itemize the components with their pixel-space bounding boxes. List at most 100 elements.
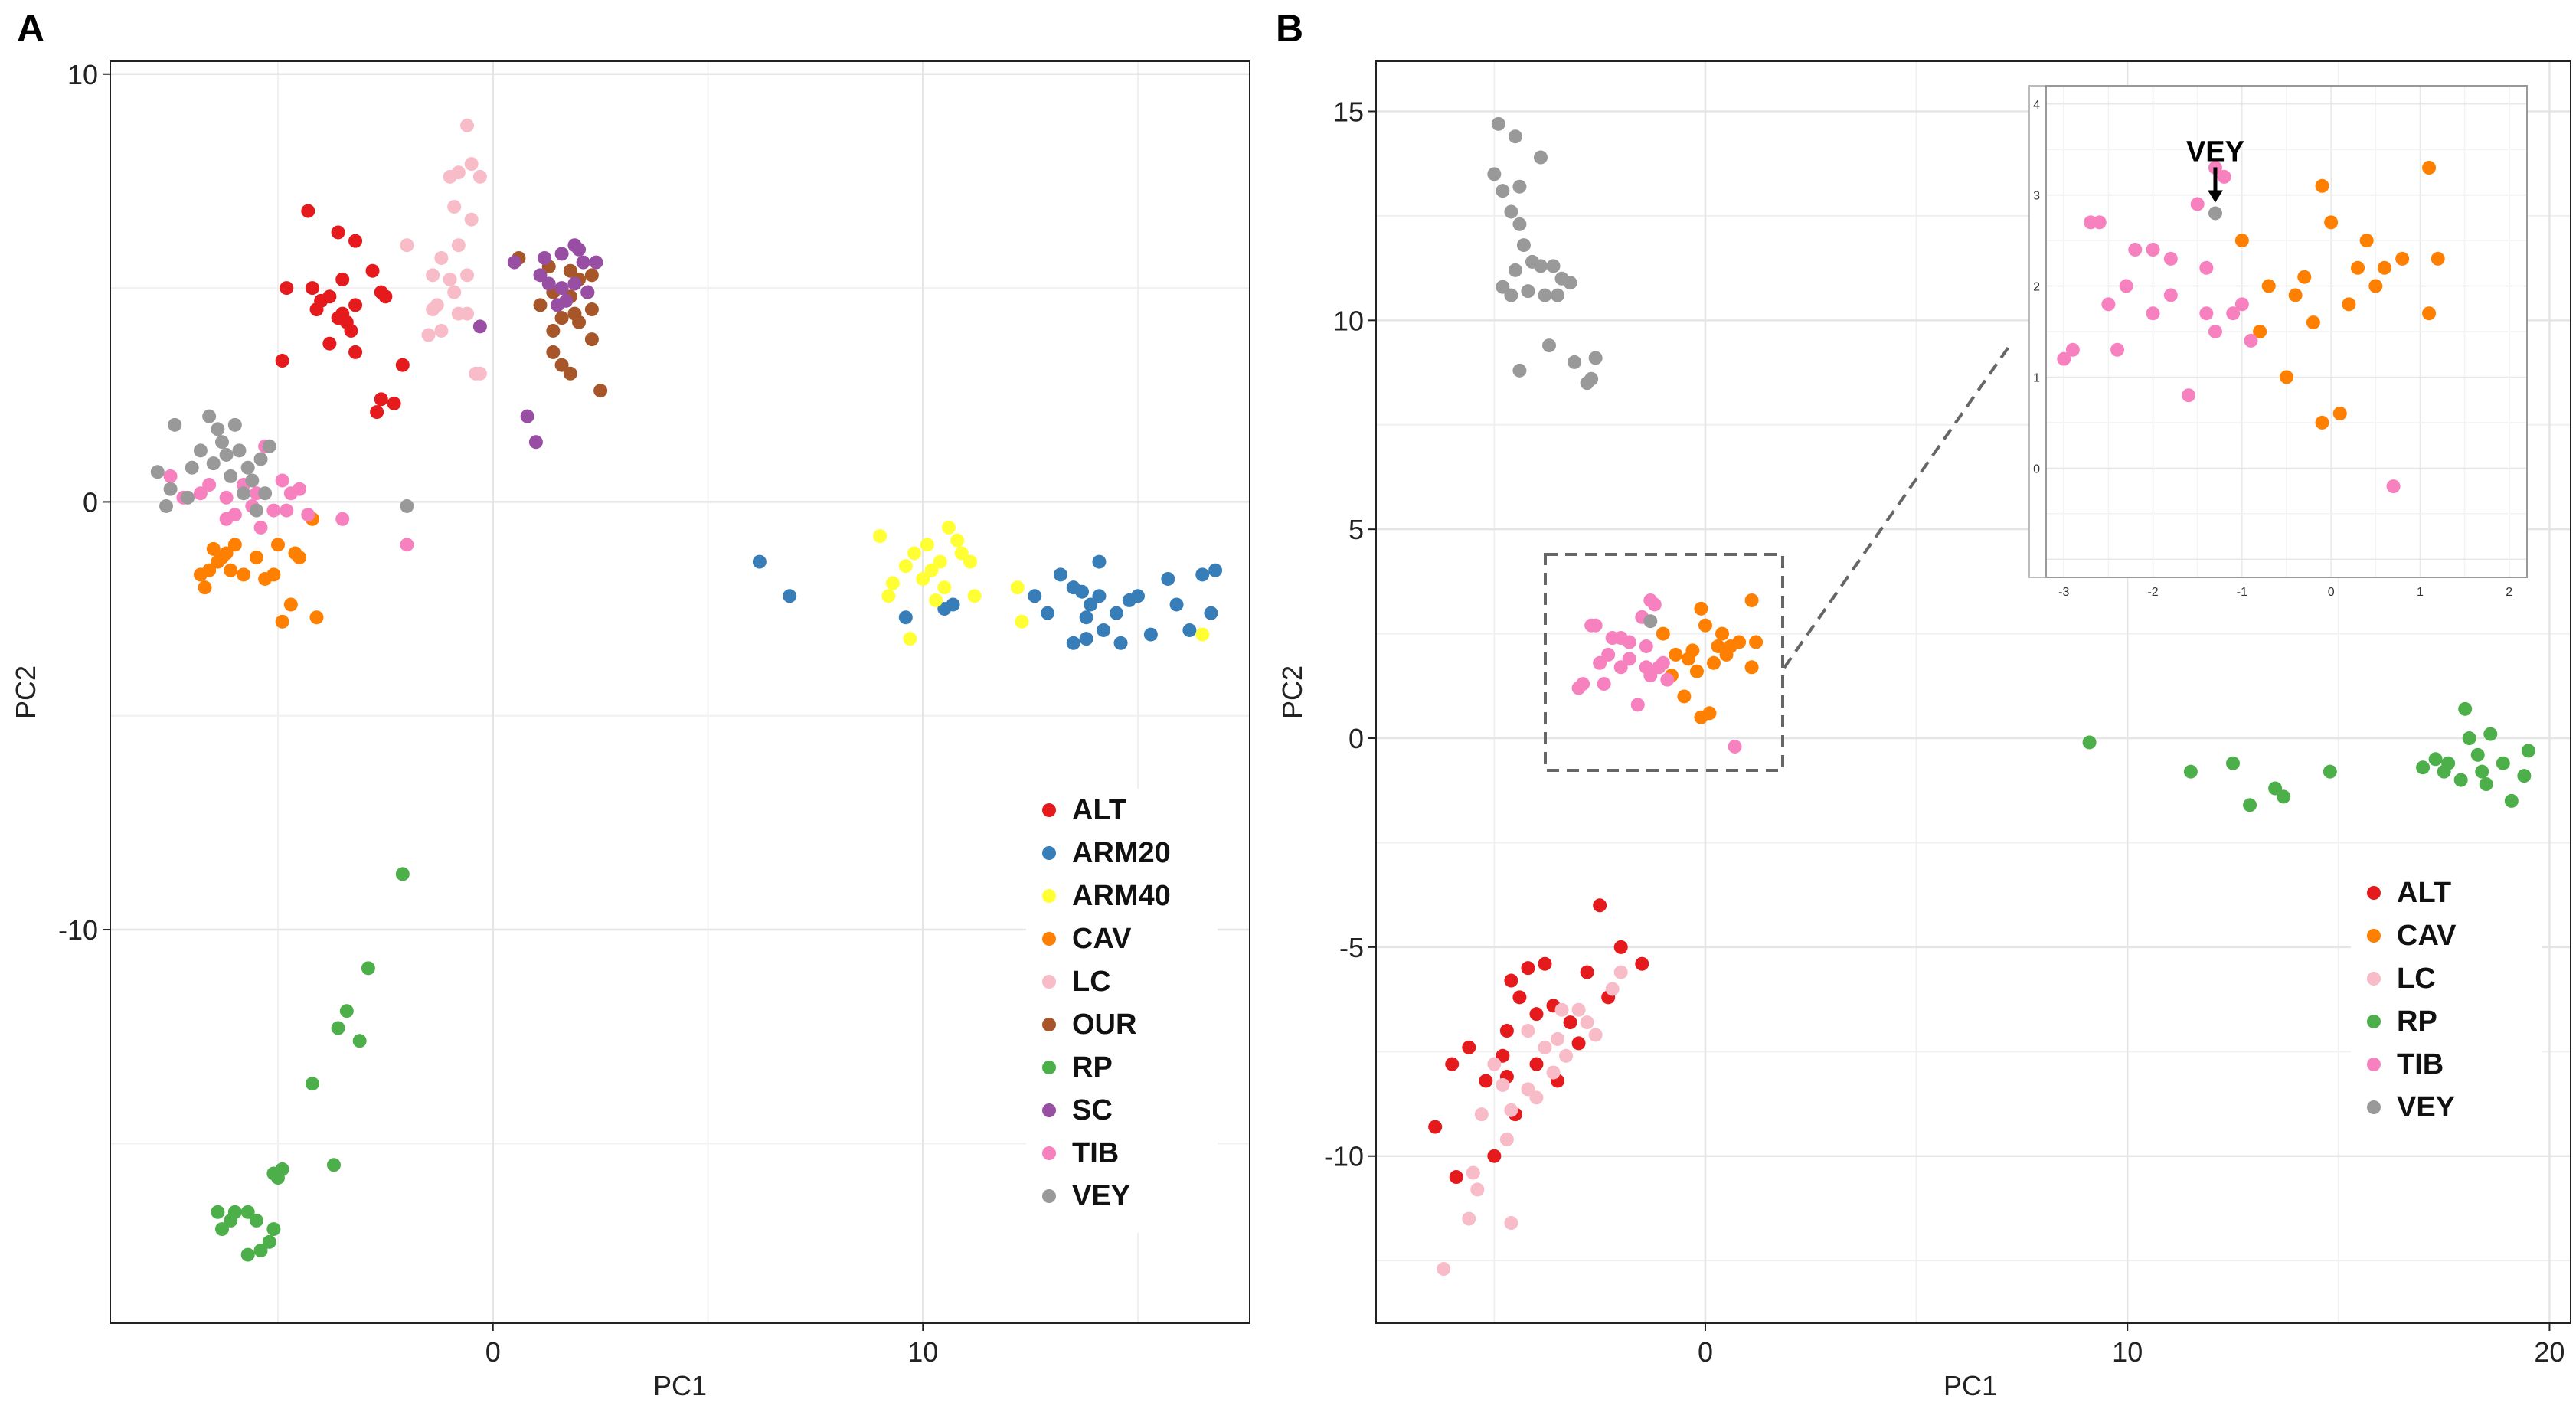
inset-y-tick-label: 4 xyxy=(2033,99,2040,112)
inset-point-cav xyxy=(2422,161,2437,175)
vey-annotation-arrow-head xyxy=(2207,190,2223,203)
point-tib xyxy=(1639,639,1653,653)
point-arm20 xyxy=(1066,636,1080,650)
point-cav xyxy=(270,538,285,552)
point-lc xyxy=(1605,982,1620,996)
point-rp xyxy=(240,1205,255,1219)
point-alt xyxy=(1563,1015,1577,1030)
inset-point-cav xyxy=(2351,260,2365,275)
point-tib xyxy=(293,482,307,496)
point-vey xyxy=(1512,363,1527,378)
point-tib xyxy=(1597,677,1611,691)
legend-key-rp xyxy=(2367,1015,2381,1028)
point-alt xyxy=(348,234,363,248)
point-tib xyxy=(1643,669,1658,683)
a-y-tick-label: 0 xyxy=(83,486,98,518)
point-rp xyxy=(224,1213,238,1228)
point-vey xyxy=(1521,284,1535,299)
point-lc xyxy=(1538,1040,1552,1054)
point-cav xyxy=(1656,626,1670,641)
legend-key-cav xyxy=(1042,932,1056,946)
point-arm20 xyxy=(1079,632,1093,646)
point-our xyxy=(554,358,569,372)
point-alt xyxy=(314,293,329,308)
inset-point-cav xyxy=(2395,251,2410,266)
point-tib xyxy=(1728,739,1742,754)
point-rp xyxy=(2183,764,2198,779)
point-sc xyxy=(538,250,552,265)
point-our xyxy=(546,323,561,338)
inset-point-cav xyxy=(2368,279,2383,293)
point-cav xyxy=(249,551,263,565)
inset-point-cav xyxy=(2342,297,2356,312)
point-rp xyxy=(2496,756,2510,770)
point-arm20 xyxy=(1161,571,1175,586)
point-alt xyxy=(1449,1170,1463,1185)
point-rp xyxy=(2226,756,2241,770)
inset-point-tib xyxy=(2386,479,2401,494)
point-arm40 xyxy=(963,554,978,569)
point-lc xyxy=(1521,1024,1535,1038)
point-alt xyxy=(387,396,401,410)
point-rp xyxy=(2462,731,2476,746)
point-rp xyxy=(2277,789,2291,804)
point-rp xyxy=(262,1234,276,1249)
a-y-tick-label: 10 xyxy=(67,59,98,90)
point-lc xyxy=(472,169,487,184)
legend-key-cav xyxy=(2367,929,2381,943)
legend-label-vey: VEY xyxy=(1072,1180,1130,1212)
point-tib xyxy=(1588,618,1603,633)
legend-label-cav: CAV xyxy=(2397,920,2457,952)
panel-a-x-axis-title: PC1 xyxy=(653,1370,707,1401)
point-cav xyxy=(1677,689,1692,704)
inset-x-tick-label: -1 xyxy=(2237,586,2247,599)
point-rp xyxy=(305,1077,319,1091)
inset-point-tib xyxy=(2244,333,2258,348)
point-arm40 xyxy=(967,589,982,603)
a-x-tick-label: 10 xyxy=(907,1336,938,1368)
inset-x-tick-label: 2 xyxy=(2506,586,2512,599)
panel-a: 0 10 10 0 -10 PC1 PC2 ALT ARM20 ARM40 CAV LC OUR R… xyxy=(10,59,1250,1401)
point-alt xyxy=(1580,965,1594,979)
point-vey xyxy=(181,490,195,505)
point-alt xyxy=(348,298,363,312)
point-arm20 xyxy=(1195,567,1210,582)
panel-b-plot-border xyxy=(1375,60,2571,1324)
point-arm40 xyxy=(929,593,943,607)
point-sc xyxy=(580,285,595,299)
b-y-tick-label: -10 xyxy=(1324,1141,1364,1172)
point-alt xyxy=(1529,1057,1544,1071)
point-arm20 xyxy=(946,597,960,612)
panel-a-y-axis-title: PC2 xyxy=(10,665,41,719)
point-lc xyxy=(1499,1132,1514,1146)
point-tib xyxy=(1630,698,1645,712)
inset-axis-ticks: -3 -2 -1 0 1 2 0 1 2 3 4 xyxy=(2033,99,2512,599)
point-lc xyxy=(434,250,449,265)
point-lc xyxy=(443,272,457,286)
point-sc xyxy=(528,435,543,450)
panel-a-label: A xyxy=(17,7,44,50)
point-alt xyxy=(1635,956,1649,971)
point-rp xyxy=(2323,764,2337,779)
point-arm40 xyxy=(1010,580,1025,595)
point-vey xyxy=(224,469,238,483)
point-our xyxy=(584,268,599,283)
inset-point-cav xyxy=(2234,234,2249,248)
point-arm40 xyxy=(885,576,900,590)
point-cav xyxy=(1689,664,1704,678)
zoom-region-box xyxy=(1544,553,1784,772)
inset-point-cav xyxy=(2422,306,2437,321)
point-alt xyxy=(1512,990,1527,1005)
point-rp xyxy=(2416,760,2431,775)
point-vey xyxy=(193,443,208,458)
point-cav xyxy=(293,551,307,565)
point-arm20 xyxy=(1113,636,1128,650)
point-rp xyxy=(331,1021,345,1035)
point-vey xyxy=(1533,259,1548,273)
point-vey xyxy=(1538,288,1552,302)
point-vey xyxy=(1542,338,1557,353)
point-arm20 xyxy=(1075,584,1090,599)
point-rp xyxy=(2458,701,2473,716)
point-sc xyxy=(541,276,556,291)
point-lc xyxy=(1529,1090,1544,1105)
